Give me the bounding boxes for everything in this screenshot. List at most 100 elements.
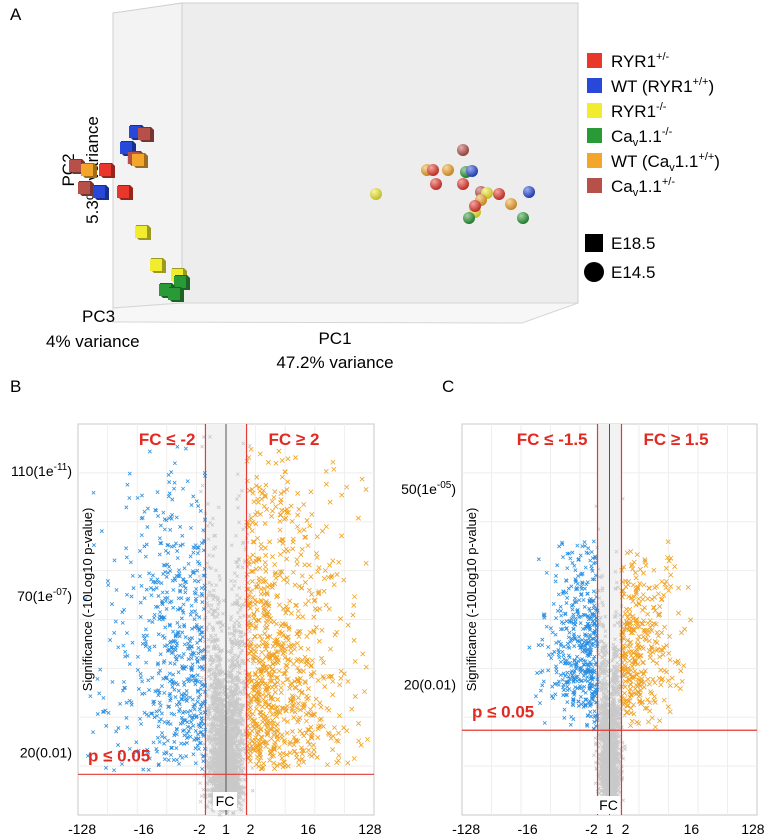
gene-point <box>209 663 213 668</box>
pca-point-square <box>135 225 151 240</box>
x-tick-label: 1 <box>222 821 230 837</box>
gene-point <box>237 557 241 562</box>
pca-point-square <box>132 153 148 168</box>
gene-point <box>236 712 241 717</box>
pca-point-square <box>78 181 94 196</box>
gene-point <box>219 657 223 662</box>
gene-point <box>197 548 202 553</box>
x-tick-label: 128 <box>358 821 382 837</box>
gene-point <box>232 583 237 588</box>
legend-swatch <box>587 178 602 193</box>
y-tick-label: 70(1e-07) <box>17 587 72 604</box>
gene-point <box>215 614 220 619</box>
legend-swatch <box>587 78 602 93</box>
pca-point-square <box>168 287 184 302</box>
gene-point <box>250 637 255 642</box>
gene-point <box>214 638 218 642</box>
gene-point <box>210 612 215 617</box>
gene-point <box>211 588 216 593</box>
gene-point <box>221 611 225 616</box>
gene-point <box>215 598 220 603</box>
gene-point <box>240 640 245 645</box>
gene-point <box>205 737 210 742</box>
gene-point <box>218 692 223 697</box>
gene-point <box>205 601 210 605</box>
gene-point <box>240 488 244 493</box>
gene-point <box>241 785 246 790</box>
gene-point <box>229 587 234 592</box>
gene-point <box>206 722 210 727</box>
legend-stage-label: E14.5 <box>611 263 655 282</box>
gene-point <box>209 633 213 638</box>
gene-point <box>231 811 236 815</box>
gene-point <box>206 674 211 679</box>
pca-point-sphere <box>517 212 529 224</box>
gene-point <box>234 642 239 647</box>
pca-point-sphere <box>370 188 382 200</box>
gene-point <box>199 675 204 680</box>
gene-point <box>214 583 219 588</box>
gene-point <box>230 811 235 816</box>
gene-point <box>226 687 230 691</box>
fc-low-annotation: FC ≤ -2 <box>139 430 196 449</box>
gene-point <box>206 537 211 542</box>
gene-point <box>229 668 234 673</box>
gene-point <box>247 443 252 448</box>
gene-point <box>212 644 217 648</box>
gene-point <box>237 634 242 639</box>
gene-point <box>210 635 214 640</box>
gene-point <box>233 579 237 584</box>
gene-point <box>239 763 243 767</box>
pca-3d-box <box>112 2 579 324</box>
gene-point <box>237 666 242 671</box>
pca-point-sphere <box>430 178 442 190</box>
gene-point <box>221 598 226 603</box>
legend-swatch <box>587 153 602 168</box>
pca-point-sphere <box>457 178 469 190</box>
pca-point-square <box>174 275 190 290</box>
x-tick-label: -128 <box>68 821 96 837</box>
gene-point <box>232 624 236 629</box>
gene-point <box>206 637 211 642</box>
gene-point <box>209 603 214 608</box>
gene-point <box>211 554 215 558</box>
x-tick-label: 16 <box>300 821 316 837</box>
pc3-label: PC3 <box>82 307 115 326</box>
gene-point <box>233 628 238 633</box>
gene-point <box>206 649 211 654</box>
pca-point-sphere <box>466 165 478 177</box>
gene-point <box>236 654 241 658</box>
legend-swatch <box>587 103 602 118</box>
gene-point <box>247 629 252 634</box>
gene-point <box>247 512 252 517</box>
gene-point <box>206 687 211 692</box>
legend-label: WT (RYR1+/+) <box>611 76 714 96</box>
gene-point <box>240 648 244 653</box>
gene-point <box>240 748 244 753</box>
pca-point-sphere <box>505 198 517 210</box>
gene-point <box>205 524 210 528</box>
legend-label: RYR1-/- <box>611 101 667 121</box>
gene-point <box>227 626 232 630</box>
x-tick-label: -16 <box>134 821 154 837</box>
gene-point <box>241 441 246 446</box>
gene-point <box>231 656 236 661</box>
gene-point <box>214 652 218 657</box>
y-axis-label: Significance (-10Log10 p-value) <box>80 508 95 692</box>
pca-point-square <box>117 185 133 200</box>
pca-points <box>69 125 535 302</box>
gene-point <box>207 711 212 716</box>
pc1-label: PC1 <box>318 329 351 348</box>
pca-point-sphere <box>469 200 481 212</box>
gene-point <box>200 483 205 488</box>
gene-point <box>248 737 252 742</box>
gene-point <box>233 533 238 538</box>
gene-point <box>209 607 213 612</box>
pca-point-square <box>99 163 115 178</box>
gene-point <box>237 493 242 498</box>
gene-point <box>210 787 215 791</box>
gene-point <box>229 664 234 669</box>
pc3-variance: 4% variance <box>46 332 140 351</box>
